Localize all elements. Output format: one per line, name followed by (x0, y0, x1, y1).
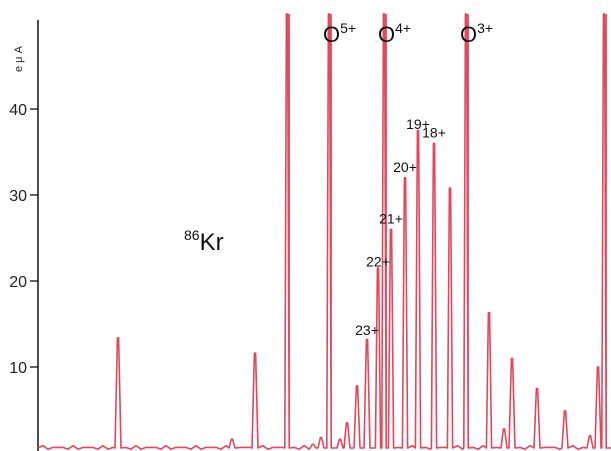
y-axis-label: e μ A (13, 45, 25, 72)
charge-state-label: 21+ (379, 210, 403, 226)
peak-labels: 19+18+ 20+ 21+ 22+ 23+ O5+ O4+ O3+ 86Kr (184, 20, 493, 338)
oxygen-peak-label: O3+ (460, 20, 493, 47)
y-tick-label: 20 (9, 274, 27, 291)
kr-isotope-label: 86Kr (184, 227, 224, 256)
y-ticks: 10 20 30 40 (9, 102, 38, 377)
oxygen-peak-label: O5+ (323, 20, 356, 47)
charge-state-label: 23+ (355, 322, 379, 338)
charge-state-label: 22+ (366, 253, 390, 269)
charge-state-label: 18+ (422, 124, 446, 140)
charge-state-label: 19+ (406, 116, 430, 132)
y-tick-label: 40 (9, 102, 27, 119)
spectrum-line (37, 13, 611, 450)
y-tick-label: 30 (9, 188, 27, 205)
y-tick-label: 10 (9, 360, 27, 377)
spectrum-lines (37, 13, 611, 450)
oxygen-peak-label: O4+ (378, 20, 411, 47)
charge-state-label: 20+ (393, 159, 417, 175)
